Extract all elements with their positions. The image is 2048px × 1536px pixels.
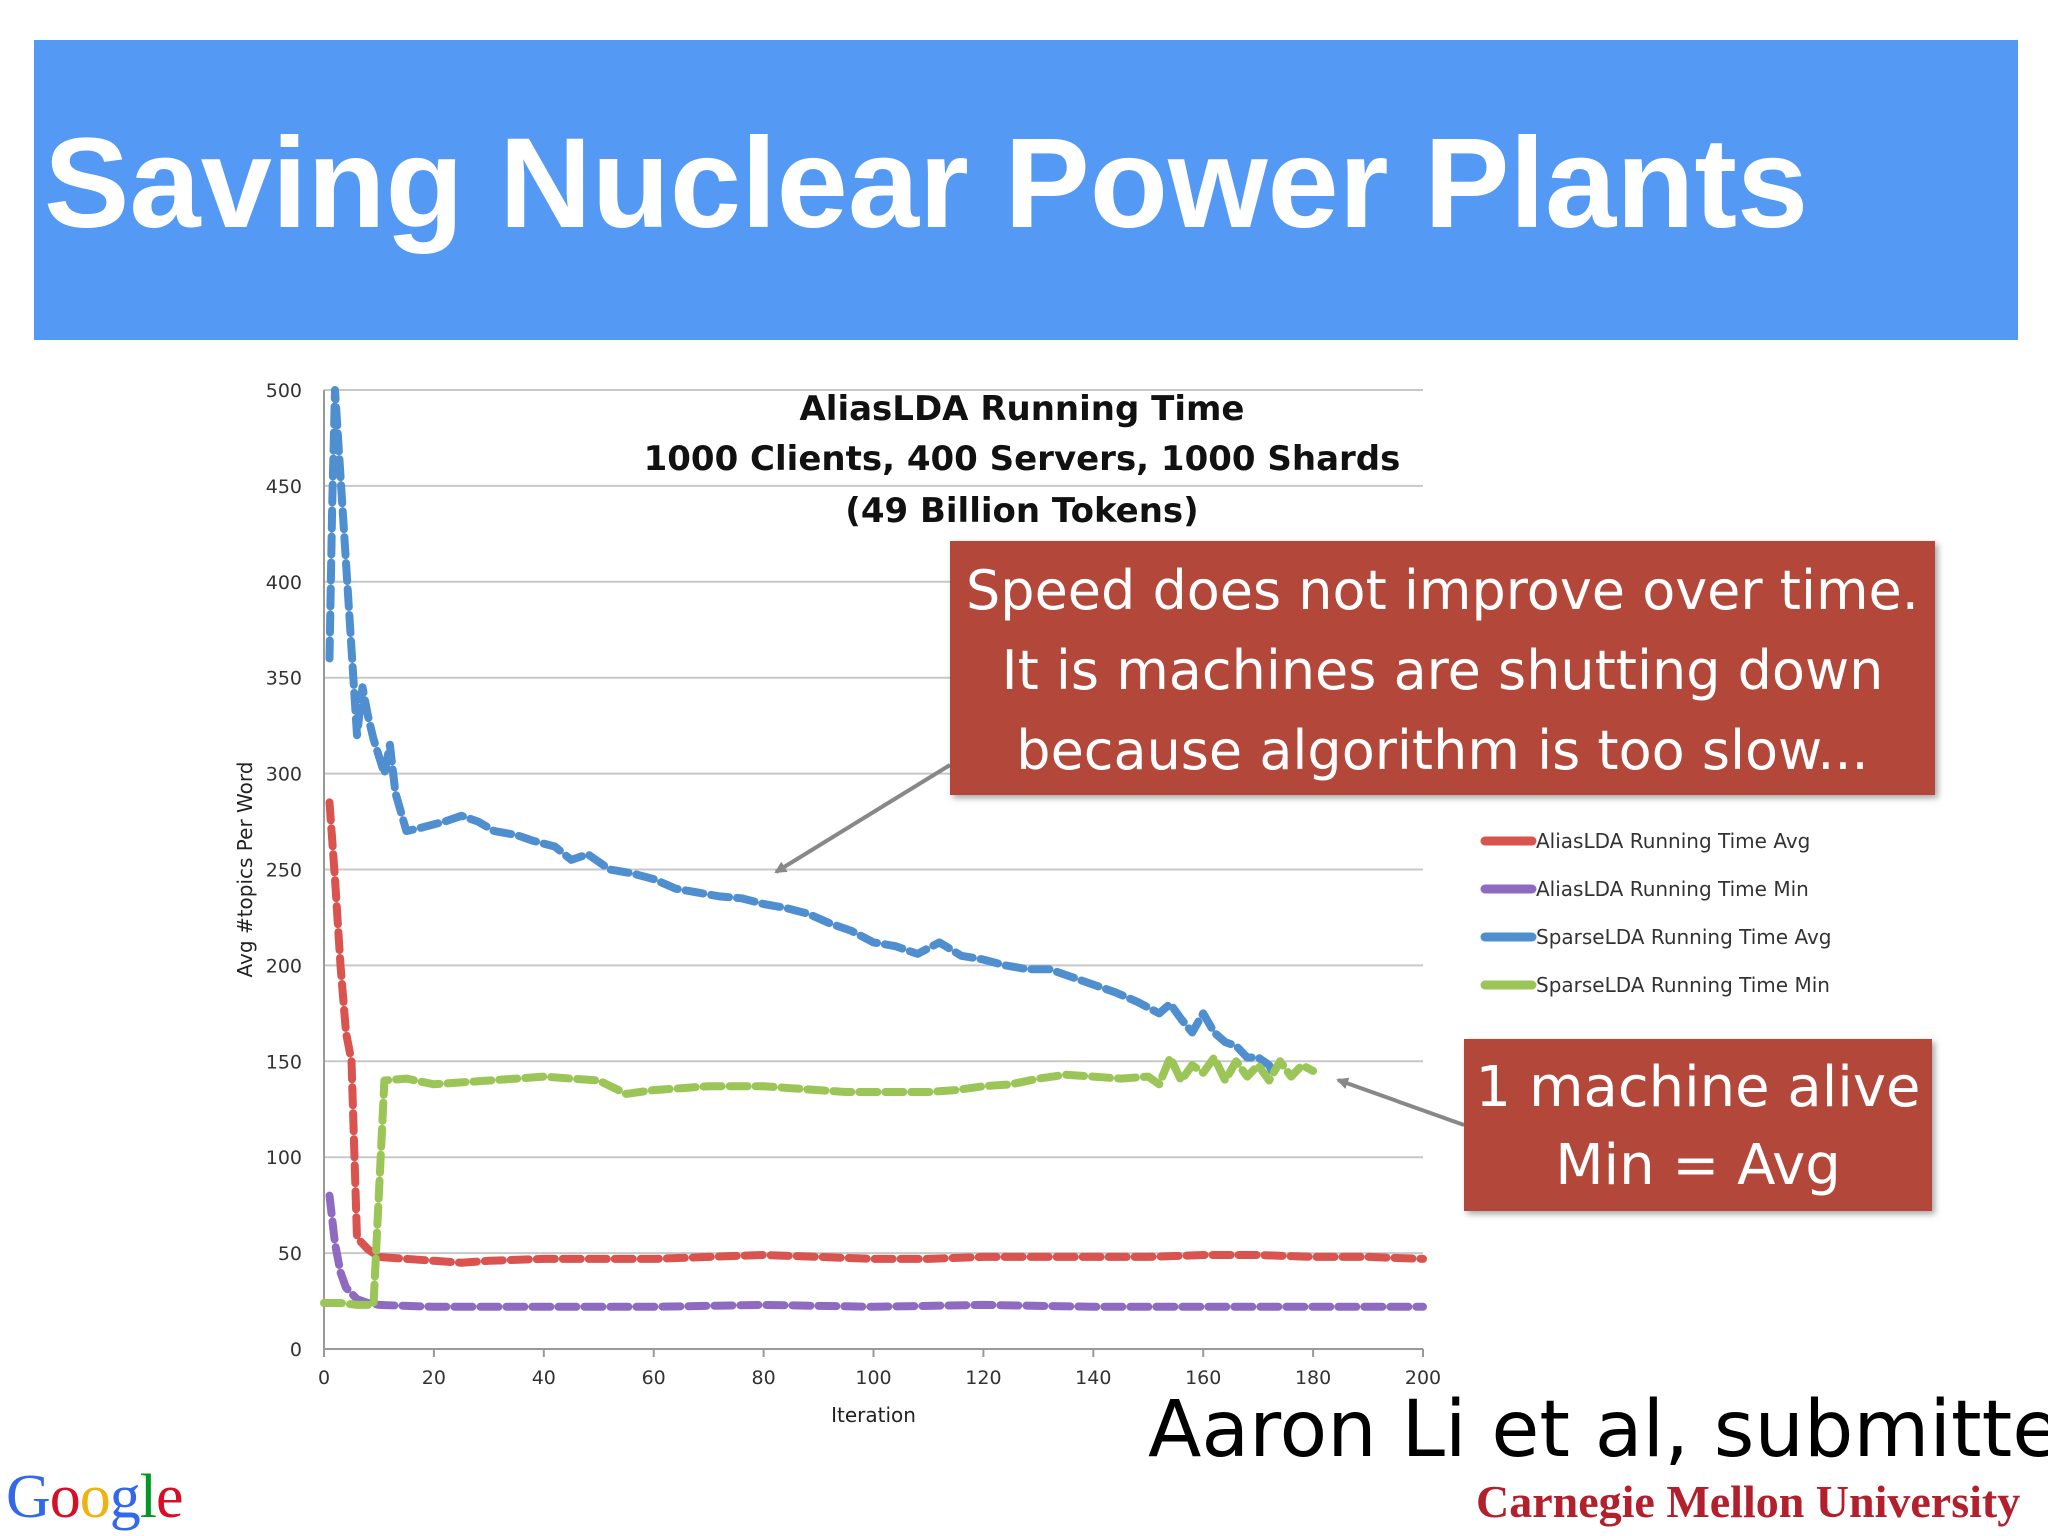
callout-line: Min = Avg [1555, 1133, 1841, 1198]
x-tick-label: 0 [318, 1367, 330, 1389]
y-tick-label: 200 [266, 955, 302, 977]
cmu-logo: Carnegie Mellon University [1476, 1476, 2021, 1527]
legend-label: AliasLDA Running Time Avg [1536, 829, 1810, 853]
x-tick-label: 100 [855, 1367, 891, 1389]
google-logo-letter: e [156, 1463, 184, 1531]
google-logo-letter: o [79, 1463, 111, 1531]
google-logo-letter: g [109, 1463, 141, 1531]
series-line [325, 798, 1427, 1267]
x-tick-label: 120 [965, 1367, 1001, 1389]
y-tick-label: 450 [266, 476, 302, 498]
callout-line: 1 machine alive [1475, 1055, 1921, 1120]
y-tick-label: 500 [266, 380, 302, 402]
y-tick-label: 100 [266, 1147, 302, 1169]
series-line [325, 386, 1279, 1081]
x-tick-label: 60 [642, 1367, 666, 1389]
x-tick-label: 20 [422, 1367, 446, 1389]
google-logo-letter: o [49, 1463, 81, 1531]
y-tick-label: 50 [278, 1243, 302, 1265]
chart-legend: AliasLDA Running Time Avg AliasLDA Runnin… [1480, 829, 1831, 997]
chart-gridlines [324, 389, 1423, 1350]
y-tick-label: 350 [266, 668, 302, 690]
y-tick-label: 150 [266, 1051, 302, 1073]
chart-title-line: (49 Billion Tokens) [845, 491, 1198, 531]
slide-title: Saving Nuclear Power Plants [44, 112, 1809, 255]
google-logo: Google [6, 1462, 184, 1533]
chart-title-line: AliasLDA Running Time [799, 389, 1244, 429]
x-tick-label: 180 [1295, 1367, 1331, 1389]
legend-label: AliasLDA Running Time Min [1536, 877, 1809, 901]
y-axis-label: Avg #topics Per Word [233, 762, 257, 978]
callout-one-machine: 1 machine alive Min = Avg [1464, 1039, 1932, 1211]
callout-line: Speed does not improve over time. [966, 559, 1919, 622]
citation: Aaron Li et al, submitted [1148, 1385, 2048, 1475]
x-axis-label: Iteration [831, 1403, 916, 1427]
title-banner [34, 40, 2018, 340]
callout-speed-note: Speed does not improve over time. It is … [950, 541, 1935, 795]
x-tick-label: 200 [1405, 1367, 1441, 1389]
google-logo-letter: l [139, 1463, 157, 1531]
chart-title: AliasLDA Running Time 1000 Clients, 400 S… [644, 389, 1401, 531]
y-tick-label: 250 [266, 860, 302, 882]
callout-line: It is machines are shutting down [1001, 639, 1884, 702]
callout-arrow-one-machine [1336, 1077, 1465, 1127]
y-tick-label: 400 [266, 572, 302, 594]
x-tick-label: 160 [1185, 1367, 1221, 1389]
callout-arrows [774, 763, 1465, 1127]
y-tick-label: 300 [266, 764, 302, 786]
legend-label: SparseLDA Running Time Min [1536, 973, 1830, 997]
series-line [320, 1053, 1318, 1309]
x-tick-label: 80 [752, 1367, 776, 1389]
series-line [325, 1191, 1427, 1311]
y-tick-label: 0 [290, 1339, 302, 1361]
chart-axes: 0 50 100 150 200 250 300 350 400 450 500 0 20 40 60 80 1… [233, 380, 1441, 1427]
callout-line: because algorithm is too slow... [1016, 719, 1869, 782]
chart-series [320, 386, 1427, 1311]
chart-title-line: 1000 Clients, 400 Servers, 1000 Shards [644, 439, 1401, 479]
x-tick-label: 140 [1075, 1367, 1111, 1389]
legend-label: SparseLDA Running Time Avg [1536, 925, 1831, 949]
x-tick-label: 40 [532, 1367, 556, 1389]
callout-arrow-slowdown [774, 763, 952, 874]
google-logo-letter: G [6, 1463, 51, 1531]
